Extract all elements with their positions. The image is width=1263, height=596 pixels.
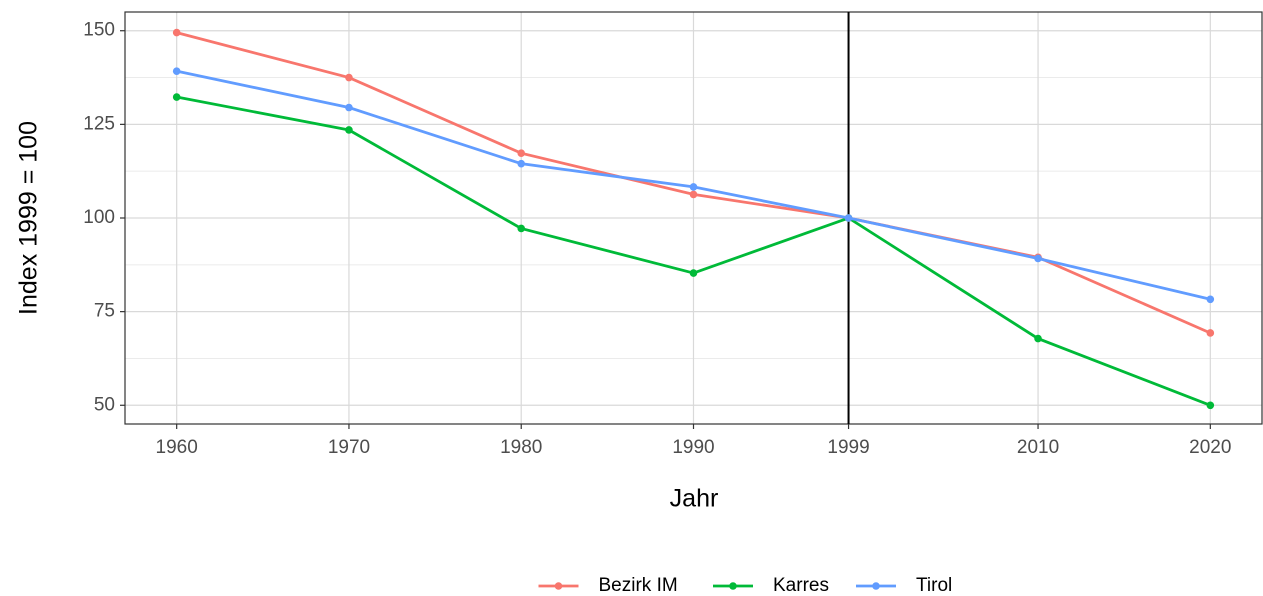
panel-border xyxy=(124,11,1263,425)
legend-key-point xyxy=(554,582,563,590)
x-tick-label: 1980 xyxy=(500,437,542,458)
legend-key-point xyxy=(729,582,737,590)
point xyxy=(172,28,181,37)
point xyxy=(1034,254,1042,263)
point xyxy=(345,73,353,82)
point xyxy=(689,269,698,277)
legend-label: Bezirk IM xyxy=(599,575,678,596)
point xyxy=(517,224,526,233)
point xyxy=(1206,295,1215,304)
legend: Bezirk IM Karres Tirol xyxy=(538,575,952,596)
point xyxy=(689,183,698,191)
point xyxy=(517,159,526,168)
y-tick-label: 75 xyxy=(94,301,115,322)
y-axis-title: Index 1999 = 100 xyxy=(15,121,43,315)
point xyxy=(172,67,181,75)
point xyxy=(1206,329,1215,337)
y-tick-label: 125 xyxy=(83,113,115,134)
point xyxy=(1034,334,1042,343)
x-axis-title: Jahr xyxy=(670,485,719,513)
legend-label: Karres xyxy=(773,575,829,596)
legend-label: Tirol xyxy=(916,575,952,596)
point xyxy=(517,149,526,158)
x-tick-label: 1990 xyxy=(672,437,714,458)
point xyxy=(345,126,353,134)
x-tick-label: 2020 xyxy=(1189,437,1231,458)
y-tick-label: 100 xyxy=(83,207,115,228)
point xyxy=(844,214,853,222)
x-tick-label: 1960 xyxy=(156,437,198,458)
point xyxy=(1206,401,1215,410)
x-tick-label: 1970 xyxy=(328,437,370,458)
point xyxy=(345,103,353,112)
point xyxy=(172,93,181,101)
y-tick-label: 50 xyxy=(94,394,115,415)
x-tick-label: 2010 xyxy=(1017,437,1059,458)
x-tick-label: 1999 xyxy=(827,437,869,458)
point xyxy=(689,190,698,199)
y-tick-label: 150 xyxy=(83,20,115,41)
legend-key-point xyxy=(872,582,880,590)
